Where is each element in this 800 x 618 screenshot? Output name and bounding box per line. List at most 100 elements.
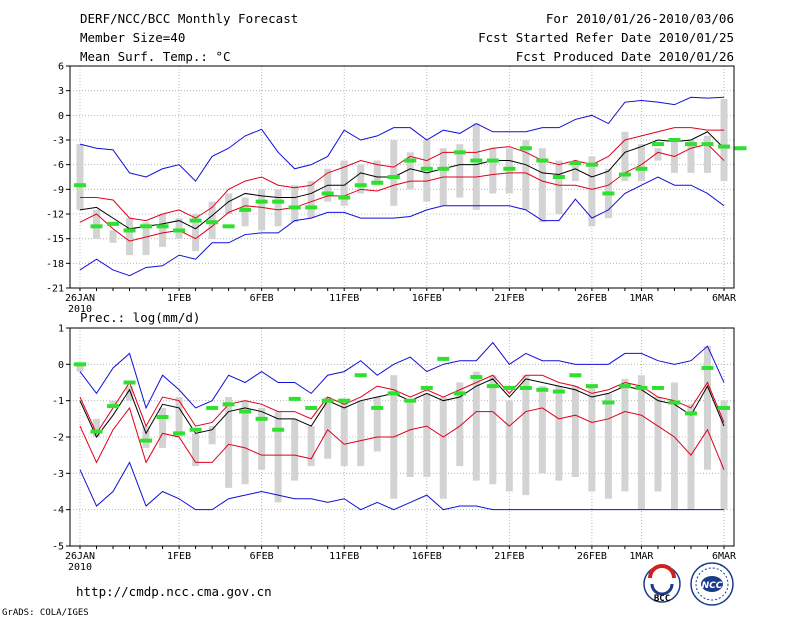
ensemble-box: [588, 386, 596, 492]
observed-mark: [552, 175, 565, 179]
observed-mark: [585, 162, 598, 167]
ensemble-box: [390, 140, 398, 206]
observed-mark: [453, 150, 466, 155]
ensemble-box: [93, 418, 101, 437]
y-tick-label: -6: [52, 160, 64, 171]
ensemble-box: [274, 189, 282, 227]
ensemble-box: [192, 433, 200, 467]
y-tick-label: 1: [58, 324, 64, 335]
observed-mark: [668, 400, 681, 405]
observed-mark: [453, 391, 466, 396]
x-tick-label: 1MAR: [629, 293, 654, 304]
bcc-logo: BCC: [643, 564, 681, 604]
observed-mark: [602, 191, 615, 196]
observed-mark: [156, 415, 169, 420]
ensemble-box: [538, 386, 546, 474]
observed-mark: [321, 398, 334, 403]
x-tick-label: 1FEB: [167, 551, 191, 562]
ensemble-box: [720, 400, 728, 510]
observed-mark: [668, 138, 681, 142]
x-tick-label: 1FEB: [167, 293, 191, 304]
observed-mark: [173, 431, 186, 436]
observed-mark: [503, 166, 516, 171]
ensemble-box: [142, 222, 150, 256]
series-p25: [79, 143, 725, 242]
x-tick-label: 26FEB: [577, 293, 607, 304]
ensemble-box: [687, 140, 695, 173]
y-tick-label: 0: [58, 111, 64, 122]
ensemble-box: [340, 160, 348, 206]
ensemble-box: [208, 426, 216, 445]
y-tick-label: -9: [52, 185, 64, 196]
ensemble-box: [340, 400, 348, 467]
ensemble-box: [142, 426, 150, 448]
observed-mark: [503, 385, 516, 390]
x-tick-label: 6MAR: [712, 293, 737, 304]
observed-mark: [288, 396, 301, 401]
observed-mark: [635, 385, 648, 390]
y-tick-label: -15: [46, 234, 64, 245]
ensemble-box: [522, 375, 530, 496]
x-tick-label: 11FEB: [329, 551, 359, 562]
observed-mark: [470, 375, 483, 380]
ensemble-box: [505, 400, 513, 492]
y-tick-label: -5: [52, 542, 64, 553]
ensemble-box: [76, 144, 84, 210]
x-year-label: 2010: [68, 562, 92, 573]
ensemble-box: [406, 152, 414, 190]
y-tick-label: 0: [58, 360, 64, 371]
observed-mark: [222, 402, 235, 407]
observed-mark: [585, 384, 598, 389]
ensemble-box: [225, 193, 233, 214]
observed-mark: [107, 404, 120, 409]
series-p75: [79, 374, 725, 435]
ensemble-box: [456, 382, 464, 467]
ensemble-box: [175, 218, 183, 239]
x-tick-label: 1MAR: [629, 551, 654, 562]
ensemble-box: [654, 148, 662, 161]
ensemble-box: [175, 397, 183, 437]
observed-mark: [536, 387, 549, 392]
y-tick-label: -1: [52, 396, 64, 407]
ensemble-box: [555, 386, 563, 481]
source-url: http://cmdp.ncc.cma.gov.cn: [76, 584, 272, 599]
observed-mark: [272, 427, 285, 432]
observed-mark: [701, 142, 714, 147]
observed-mark: [734, 146, 747, 151]
y-tick-label: 3: [58, 86, 64, 97]
ensemble-box: [307, 181, 315, 219]
ensemble-box: [703, 346, 711, 470]
ensemble-box: [208, 201, 216, 239]
ensemble-box: [241, 197, 249, 227]
observed-mark: [255, 199, 268, 204]
ensemble-box: [258, 189, 266, 231]
observed-mark: [123, 228, 136, 233]
ensemble-box: [423, 393, 431, 477]
observed-mark: [519, 385, 532, 390]
ensemble-box: [423, 140, 431, 202]
ensemble-box: [291, 418, 299, 481]
series-mean: [79, 378, 725, 438]
ncc-logo-text: NCC: [702, 581, 723, 591]
ensemble-box: [703, 135, 711, 173]
y-tick-label: -3: [52, 469, 64, 480]
observed-mark: [420, 166, 433, 171]
observed-mark: [239, 409, 252, 414]
ensemble-box: [654, 397, 662, 492]
y-tick-label: -2: [52, 433, 64, 444]
ensemble-box: [588, 156, 596, 227]
observed-mark: [206, 405, 219, 410]
y-tick-label: -18: [46, 259, 64, 270]
observed-mark: [371, 180, 384, 185]
observed-mark: [404, 398, 417, 403]
observed-mark: [371, 405, 384, 410]
observed-mark: [272, 199, 285, 204]
x-tick-label: 16FEB: [412, 551, 442, 562]
ensemble-box: [456, 144, 464, 198]
y-tick-label: -12: [46, 210, 64, 221]
x-tick-label: 21FEB: [494, 551, 524, 562]
observed-mark: [684, 142, 697, 147]
ensemble-box: [472, 123, 480, 210]
